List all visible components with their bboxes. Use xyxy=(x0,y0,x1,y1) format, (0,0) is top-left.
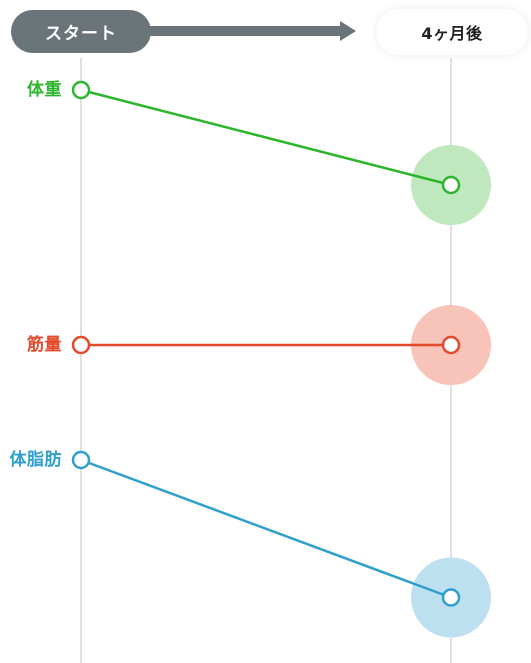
body_fat-start-point xyxy=(71,450,91,470)
start-label: スタート xyxy=(11,10,151,53)
muscle-start-point xyxy=(71,335,91,355)
weight-end-point xyxy=(441,175,461,195)
progress-arrow-shaft xyxy=(146,26,342,36)
weight-series-line xyxy=(80,88,452,187)
progress-arrow-head xyxy=(340,21,356,41)
body_fat-end-point xyxy=(441,588,461,607)
muscle-label: 筋量 xyxy=(27,335,62,355)
muscle-end-point xyxy=(441,335,461,355)
body_fat-series-line xyxy=(80,458,452,599)
end-label: 4ヶ月後 xyxy=(376,9,528,55)
body_fat-label: 体脂肪 xyxy=(9,450,62,470)
weight-label: 体重 xyxy=(27,80,62,100)
weight-start-point xyxy=(71,80,91,100)
